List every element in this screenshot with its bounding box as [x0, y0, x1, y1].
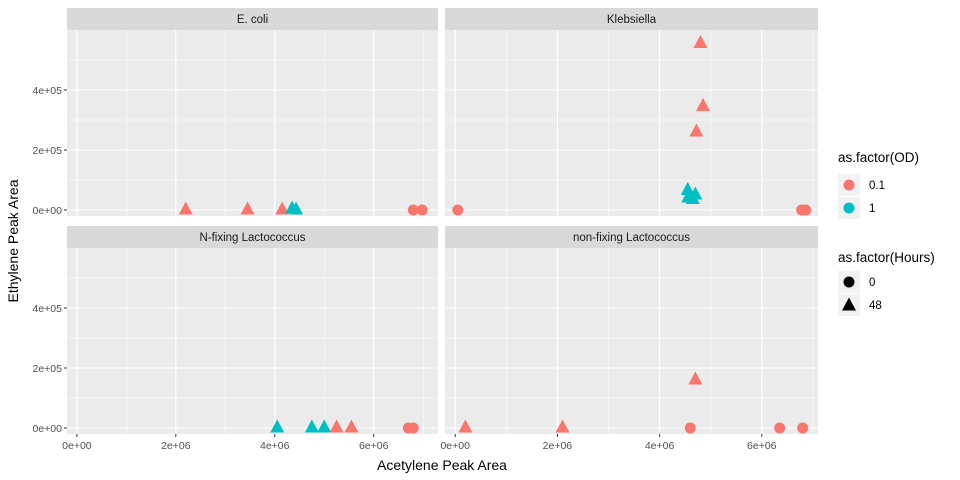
data-point-triangle — [304, 419, 319, 433]
y-tick-label: 2e+05 — [33, 145, 63, 157]
data-point-triangle — [688, 371, 703, 385]
panel-background — [67, 248, 438, 434]
legend-od-swatch-1 — [843, 202, 855, 214]
data-point-triangle — [555, 419, 570, 433]
x-tick-label: 2e+06 — [543, 440, 573, 452]
facet-strip — [67, 226, 438, 248]
facet-strip-label: N-fixing Lactococcus — [199, 232, 305, 244]
axes-layer: 0e+00 2e+05 4e+05 0e+00 2e+05 4e+05 0e+00 2e+06… — [33, 85, 777, 452]
x-axis-title: Acetylene Peak Area — [377, 457, 507, 473]
data-point-circle — [452, 204, 464, 216]
data-point-triangle — [685, 191, 700, 204]
legend-hours-title: as.factor(Hours) — [838, 250, 935, 265]
legend-hours-label-0: 0 — [869, 277, 875, 289]
data-point-triangle — [458, 419, 473, 433]
facet-strip — [445, 8, 818, 30]
facet-strip-label: Klebsiella — [607, 14, 657, 26]
x-tick-label: 4e+06 — [260, 440, 290, 452]
legend-od: as.factor(OD) 0.1 1 — [838, 150, 919, 219]
legend-hours: as.factor(Hours) 0 48 — [838, 250, 935, 316]
facet-strip — [445, 226, 818, 248]
facet-strip-label: E. coli — [237, 14, 268, 26]
legend-od-label-0.1: 0.1 — [869, 180, 885, 192]
x-tick-label: 0e+00 — [440, 440, 470, 452]
y-tick-label: 4e+05 — [33, 85, 63, 97]
facet-strip-label: non-fixing Lactococcus — [573, 232, 690, 244]
data-point-circle — [684, 422, 696, 434]
x-tick-label: 4e+06 — [645, 440, 675, 452]
data-point-triangle — [689, 123, 704, 137]
y-tick-label: 2e+05 — [33, 363, 63, 375]
panel-1: Klebsiella — [445, 8, 818, 216]
data-point-triangle — [317, 419, 332, 433]
y-tick-label: 0e+00 — [33, 423, 63, 435]
x-tick-label: 6e+06 — [359, 440, 389, 452]
panel-background — [445, 30, 818, 216]
panel-0: E. coli — [67, 8, 438, 216]
x-tick-label: 2e+06 — [161, 440, 191, 452]
y-tick-label: 0e+00 — [33, 205, 63, 217]
panels-layer: E. coli Klebsiella N-fixing Lactococcus non… — [67, 8, 818, 434]
y-axis-title: Ethylene Peak Area — [5, 179, 21, 302]
y-tick-label: 4e+05 — [33, 303, 63, 315]
data-point-circle — [407, 422, 419, 434]
data-point-circle — [797, 422, 809, 434]
panel-2: N-fixing Lactococcus — [67, 226, 438, 434]
data-point-triangle — [329, 419, 344, 433]
data-point-triangle — [178, 201, 193, 215]
x-tick-label: 6e+06 — [747, 440, 777, 452]
data-point-circle — [407, 204, 419, 216]
data-point-circle — [774, 422, 786, 434]
data-point-triangle — [693, 35, 708, 48]
x-tick-label: 0e+00 — [62, 440, 92, 452]
legend-od-title: as.factor(OD) — [838, 150, 919, 165]
legend-od-swatch-0.1 — [843, 179, 855, 191]
panel-3: non-fixing Lactococcus — [445, 226, 818, 434]
legend-hours-label-48: 48 — [869, 300, 882, 312]
legend-hours-swatch-0 — [843, 276, 855, 288]
panel-background — [445, 248, 818, 434]
data-point-circle — [416, 204, 428, 216]
data-point-triangle — [696, 98, 711, 111]
data-point-triangle — [680, 182, 695, 195]
data-point-triangle — [240, 201, 255, 215]
legend-od-label-1: 1 — [869, 203, 875, 215]
data-point-triangle — [344, 419, 359, 433]
legend-hours-swatch-48 — [842, 297, 856, 311]
facet-strip — [67, 8, 438, 30]
panel-background — [67, 30, 438, 216]
data-point-triangle — [289, 201, 304, 215]
data-point-triangle — [270, 419, 285, 433]
data-point-triangle — [275, 201, 290, 215]
data-point-circle — [800, 204, 812, 216]
